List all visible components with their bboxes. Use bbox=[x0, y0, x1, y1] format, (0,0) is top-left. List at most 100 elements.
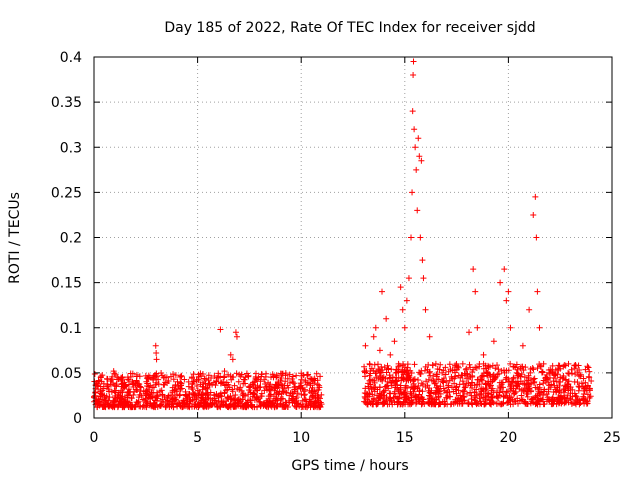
data-point bbox=[171, 387, 178, 394]
data-point bbox=[410, 58, 417, 65]
data-point bbox=[507, 324, 514, 331]
noise-point bbox=[303, 398, 310, 405]
noise-point bbox=[489, 378, 496, 385]
noise-point bbox=[436, 400, 443, 407]
noise-point bbox=[463, 365, 470, 372]
noise-point bbox=[418, 380, 425, 387]
noise-point bbox=[584, 363, 591, 370]
noise-point bbox=[199, 403, 206, 410]
noise-point bbox=[293, 404, 300, 411]
noise-point bbox=[528, 396, 535, 403]
data-point bbox=[470, 266, 477, 273]
data-point bbox=[415, 135, 422, 142]
noise-point bbox=[393, 366, 400, 373]
noise-point bbox=[441, 401, 448, 408]
noise-point bbox=[463, 380, 470, 387]
noise-point bbox=[431, 380, 438, 387]
noise-point bbox=[298, 372, 305, 379]
data-point bbox=[416, 153, 423, 160]
noise-point bbox=[369, 391, 376, 398]
noise-point bbox=[451, 367, 458, 374]
noise-point bbox=[477, 376, 484, 383]
noise-point bbox=[446, 361, 453, 368]
noise-point bbox=[550, 378, 557, 385]
noise-point bbox=[417, 370, 424, 377]
data-point bbox=[196, 388, 203, 395]
data-point bbox=[252, 375, 259, 382]
noise-point bbox=[407, 388, 414, 395]
noise-point bbox=[480, 365, 487, 372]
noise-point bbox=[498, 400, 505, 407]
noise-point bbox=[532, 401, 539, 408]
data-point bbox=[190, 378, 197, 385]
noise-point bbox=[577, 373, 584, 380]
noise-point bbox=[517, 373, 524, 380]
noise-point bbox=[199, 371, 206, 378]
noise-point bbox=[492, 365, 499, 372]
data-point bbox=[217, 326, 224, 333]
noise-point bbox=[366, 372, 373, 379]
data-point bbox=[271, 385, 278, 392]
noise-point bbox=[278, 370, 285, 377]
noise-point bbox=[410, 380, 417, 387]
data-point bbox=[362, 342, 369, 349]
noise-point bbox=[190, 391, 197, 398]
noise-point bbox=[177, 379, 184, 386]
noise-point bbox=[304, 371, 311, 378]
noise-point bbox=[232, 403, 239, 410]
noise-point bbox=[560, 363, 567, 370]
noise-point bbox=[274, 402, 281, 409]
noise-point bbox=[466, 361, 473, 368]
noise-point bbox=[521, 398, 528, 405]
noise-point bbox=[94, 399, 101, 406]
noise-point bbox=[486, 363, 493, 370]
noise-point bbox=[239, 391, 246, 398]
noise-point bbox=[529, 364, 536, 371]
noise-point bbox=[195, 373, 202, 380]
noise-point bbox=[445, 382, 452, 389]
noise-point bbox=[494, 393, 501, 400]
noise-point bbox=[423, 378, 430, 385]
noise-point bbox=[513, 361, 520, 368]
y-tick-label: 0.15 bbox=[51, 276, 82, 292]
noise-point bbox=[227, 393, 234, 400]
noise-point bbox=[363, 390, 370, 397]
data-point bbox=[401, 324, 408, 331]
noise-point bbox=[261, 376, 268, 383]
noise-point bbox=[540, 392, 547, 399]
noise-point bbox=[256, 399, 263, 406]
noise-point bbox=[257, 378, 264, 385]
noise-point bbox=[133, 386, 140, 393]
data-point bbox=[412, 144, 419, 151]
noise-point bbox=[194, 401, 201, 408]
data-band bbox=[91, 360, 595, 411]
noise-point bbox=[555, 394, 562, 401]
data-point bbox=[289, 373, 296, 380]
noise-point bbox=[403, 375, 410, 382]
data-point bbox=[246, 387, 253, 394]
data-point bbox=[101, 392, 108, 399]
data-point bbox=[376, 347, 383, 354]
data-point bbox=[221, 368, 228, 375]
noise-point bbox=[289, 379, 296, 386]
noise-point bbox=[453, 361, 460, 368]
noise-point bbox=[238, 371, 245, 378]
noise-point bbox=[378, 363, 385, 370]
noise-point bbox=[154, 395, 161, 402]
noise-point bbox=[516, 397, 523, 404]
noise-point bbox=[149, 384, 156, 391]
noise-point bbox=[536, 381, 543, 388]
noise-point bbox=[490, 376, 497, 383]
noise-point bbox=[482, 380, 489, 387]
noise-point bbox=[572, 400, 579, 407]
noise-point bbox=[172, 381, 179, 388]
noise-point bbox=[250, 391, 257, 398]
noise-point bbox=[131, 404, 138, 411]
noise-point bbox=[432, 390, 439, 397]
noise-point bbox=[494, 371, 501, 378]
noise-point bbox=[225, 403, 232, 410]
noise-point bbox=[144, 398, 151, 405]
noise-point bbox=[240, 376, 247, 383]
data-point bbox=[152, 342, 159, 349]
noise-point bbox=[104, 381, 111, 388]
